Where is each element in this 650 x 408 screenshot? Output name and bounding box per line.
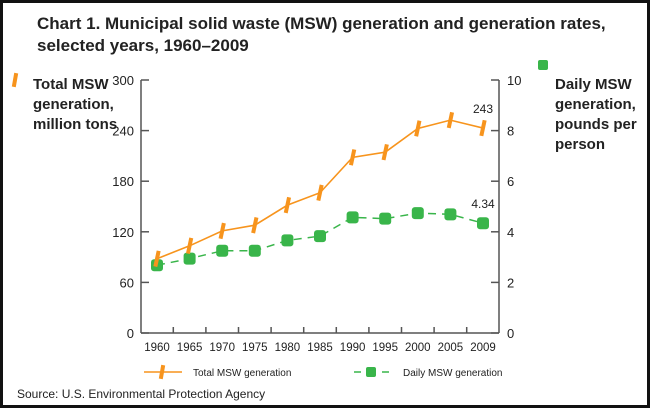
x-tick-label: 2005 (438, 342, 464, 354)
total-point (446, 111, 455, 129)
x-tick-label: 1960 (144, 342, 170, 354)
right-axis-marker-icon (538, 60, 548, 70)
left-tick-label: 240 (112, 124, 134, 139)
x-tick-label: 2009 (470, 342, 496, 354)
left-tick-label: 300 (112, 73, 134, 88)
legend-total-marker (158, 364, 166, 380)
daily-point (314, 230, 326, 243)
data-label: 4.34 (471, 197, 495, 211)
total-point (316, 184, 324, 201)
daily-point (346, 211, 359, 224)
x-tick-label: 1970 (209, 342, 235, 354)
chart-title: Chart 1. Municipal solid waste (MSW) gen… (37, 14, 606, 55)
left-tick-label: 120 (112, 225, 134, 240)
daily-point (183, 252, 196, 265)
right-tick-label: 8 (507, 124, 514, 139)
daily-point (248, 244, 261, 257)
legend-daily-marker (366, 367, 376, 377)
x-tick-label: 1990 (340, 342, 366, 354)
x-tick-label: 1985 (307, 342, 333, 354)
total-point (185, 237, 194, 255)
right-tick-label: 10 (507, 73, 521, 88)
left-axis-marker-icon (11, 72, 19, 88)
daily-point (379, 212, 392, 225)
daily-point (411, 207, 424, 220)
total-point (153, 250, 161, 267)
x-tick-label: 1980 (275, 342, 301, 354)
right-tick-label: 4 (507, 225, 514, 240)
series-daily-line (156, 212, 484, 266)
source-note: Source: U.S. Environmental Protection Ag… (17, 387, 266, 401)
x-tick-label: 2000 (405, 342, 431, 354)
right-tick-label: 0 (507, 326, 514, 341)
right-axis-label: Daily MSW generation, pounds per person (555, 75, 645, 155)
right-tick-label: 6 (507, 174, 514, 189)
left-tick-label: 0 (127, 326, 134, 341)
left-tick-label: 180 (112, 174, 134, 189)
total-point (414, 120, 422, 137)
daily-point (477, 217, 489, 230)
x-tick-label: 1965 (177, 342, 203, 354)
total-point (218, 222, 226, 240)
right-tick-label: 2 (507, 275, 514, 290)
legend-total-label: Total MSW generation (193, 368, 291, 379)
right-axis-label-text: Daily MSW generation, pounds per person (555, 76, 637, 153)
total-point (251, 216, 259, 234)
daily-point (444, 208, 457, 221)
total-point (479, 119, 487, 137)
left-axis-label: Total MSW generation, million tons (33, 75, 123, 135)
data-label: 243 (473, 102, 493, 116)
left-axis-label-text: Total MSW generation, million tons (33, 76, 118, 133)
total-point (348, 149, 357, 166)
total-point (381, 143, 389, 161)
legend-daily-label: Daily MSW generation (403, 368, 502, 379)
x-tick-label: 1975 (242, 342, 268, 354)
left-tick-label: 60 (120, 275, 134, 290)
x-tick-label: 1995 (372, 342, 398, 354)
daily-point (281, 234, 294, 247)
daily-point (216, 244, 229, 257)
total-point (283, 196, 292, 214)
